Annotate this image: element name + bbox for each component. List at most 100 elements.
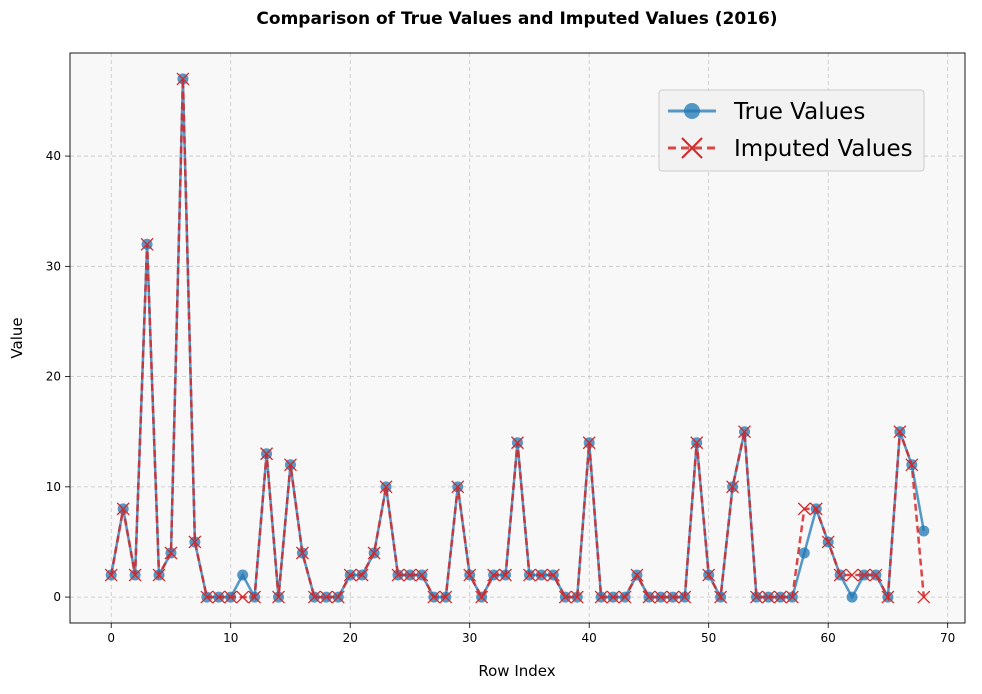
x-tick-label: 70 [940,631,955,645]
true-value-point [846,591,858,603]
imputed-value-point [164,546,178,560]
legend-marker [684,103,700,119]
imputed-value-point [427,590,441,604]
imputed-value-point [487,568,501,582]
x-axis-label: Row Index [478,662,555,680]
imputed-value-point [307,590,321,604]
imputed-value-point [582,436,596,450]
imputed-value-point [678,590,692,604]
imputed-value-point [905,458,919,472]
imputed-value-point [642,590,656,604]
imputed-value-point [917,590,931,604]
x-tick-label: 50 [701,631,716,645]
imputed-value-point [797,502,811,516]
series-layer [104,72,931,604]
y-tick-label: 20 [46,370,61,384]
imputed-value-point [152,568,166,582]
imputed-value-point [726,480,740,494]
y-tick-label: 10 [46,480,61,494]
imputed-value-point [295,546,309,560]
legend-item: Imputed Values [668,136,913,162]
true-value-point [918,525,930,537]
imputed-value-point [200,590,214,604]
chart-title: Comparison of True Values and Imputed Va… [256,9,777,29]
x-tick-label: 0 [107,631,115,645]
x-tick-label: 30 [462,631,477,645]
imputed-value-point [534,568,548,582]
imputed-value-point [809,502,823,516]
imputed-value-point [857,568,871,582]
imputed-value-point [618,590,632,604]
imputed-value-point [116,502,130,516]
imputed-value-point [284,458,297,472]
imputed-value-point [750,590,763,604]
imputed-value-point [439,590,453,604]
imputed-value-point [785,590,799,604]
imputed-value-point [869,568,883,582]
imputed-value-point [558,590,572,604]
imputed-value-point [570,590,584,604]
imputed-value-point [391,568,405,582]
imputed-value-point [403,568,417,582]
legend-item: True Values [668,99,865,125]
imputed-value-point [463,568,477,582]
y-tick-label: 40 [46,149,61,163]
imputed-value-point [188,535,202,549]
imputed-value-point [522,568,536,582]
true-value-point [237,569,249,581]
imputed-value-point [319,590,333,604]
imputed-value-point [833,568,847,582]
imputed-value-point [415,568,429,582]
imputed-value-point [224,590,238,604]
legend-marker [681,137,703,159]
legend-label: True Values [733,99,865,125]
imputed-value-point [212,590,226,604]
imputed-value-point [594,590,608,604]
imputed-value-point [248,590,262,604]
axis-ticks: 0 10 20 30 40 50 60 70 0 10 20 30 40 [46,149,956,645]
imputed-value-point [343,568,357,582]
imputed-value-point [379,480,393,494]
imputed-value-point [104,568,118,582]
imputed-value-point [331,590,345,604]
imputed-value-point [630,568,644,582]
imputed-value-point [236,590,250,604]
imputed-value-point [702,568,716,582]
imputed-value-point [893,425,907,439]
imputed-value-point [666,590,680,604]
x-tick-label: 20 [343,631,358,645]
imputed-value-point [845,568,859,582]
imputed-value-point [546,568,560,582]
x-tick-label: 60 [821,631,836,645]
imputed-value-point [367,546,381,560]
legend-label: Imputed Values [734,136,913,162]
imputed-value-point [511,436,524,450]
imputed-value-point [690,436,704,450]
imputed-value-point [451,480,465,494]
imputed-value-point [260,447,274,461]
y-axis-label: Value [8,317,26,358]
imputed-value-point [761,590,775,604]
series-imputed-values [104,72,931,604]
imputed-value-point [128,568,142,582]
legend-box [658,89,925,172]
imputed-value-point [821,535,835,549]
imputed-value-point [881,590,895,604]
imputed-value-point [773,590,787,604]
imputed-value-point [654,590,668,604]
imputed-value-point [499,568,513,582]
y-tick-label: 30 [46,259,61,273]
imputed-value-point [355,568,369,582]
x-tick-label: 10 [223,631,238,645]
plot-frame [69,52,966,624]
imputed-value-point [140,237,154,251]
imputed-value-point [272,590,285,604]
imputed-value-point [606,590,620,604]
legend: True Values Imputed Values [658,89,925,172]
imputed-value-point [738,425,751,439]
imputed-value-point [714,590,728,604]
imputed-value-point [176,72,190,86]
imputed-value-point [475,590,489,604]
